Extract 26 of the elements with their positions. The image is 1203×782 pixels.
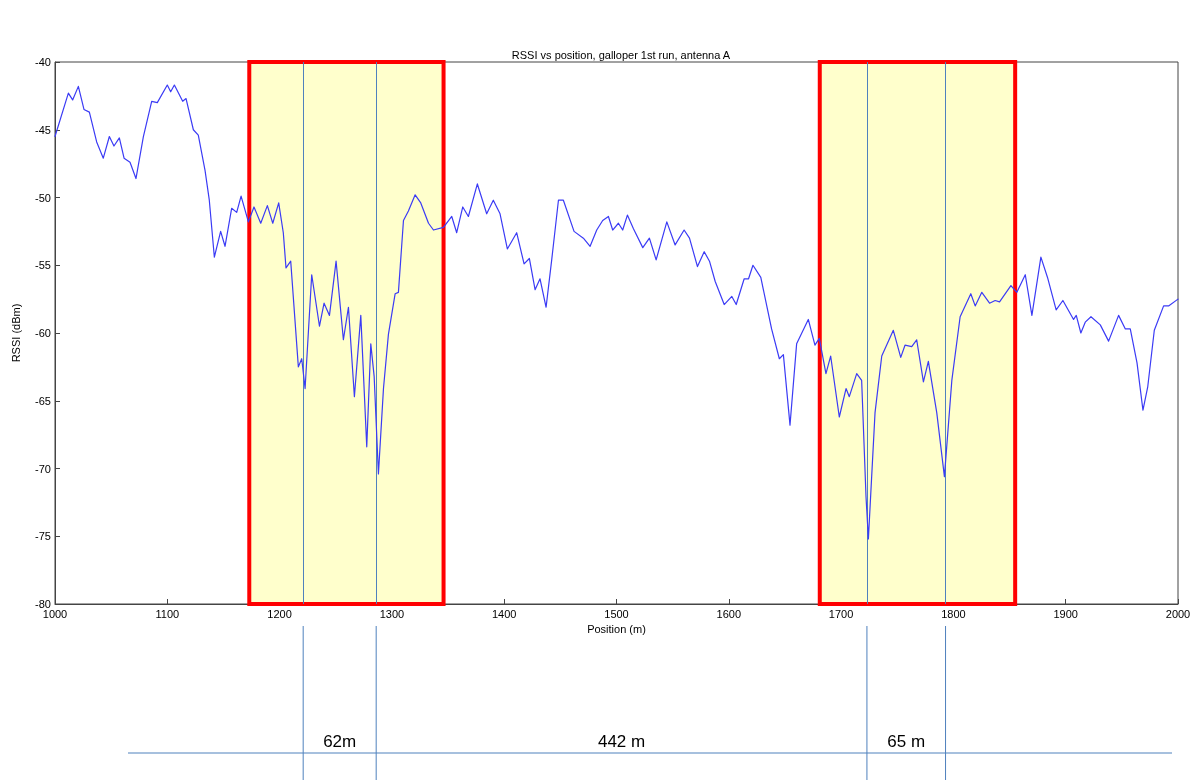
y-tick-label: -60 (35, 327, 51, 339)
text: 442 m (597, 732, 646, 751)
x-tick-label: 1400 (491, 607, 517, 620)
y-tick-label: -75 (35, 530, 51, 543)
y-axis-title: RSSI (dBm) (9, 303, 22, 363)
text: 62m (323, 732, 357, 751)
y-tick-label: -70 (35, 462, 51, 475)
x-tick-label: 1200 (267, 607, 292, 620)
x-tick-label: 1900 (1053, 607, 1078, 620)
x-tick-label: 1600 (716, 607, 742, 620)
y-tick-label: -50 (35, 191, 51, 204)
x-tick-label: 1300 (379, 607, 405, 620)
y-tick-label: -45 (35, 123, 51, 136)
x-tick-label: 1000 (42, 607, 68, 620)
x-tick-label: 1500 (604, 607, 629, 620)
chart-title: RSSI vs position, galloper 1st run, antenna A (511, 48, 731, 61)
y-tick-label: -40 (35, 56, 51, 68)
x-tick-label: 1700 (828, 607, 854, 620)
x-tick-label: 1800 (941, 607, 966, 620)
x-axis-title: Position (m) (587, 623, 646, 636)
y-tick-label: -65 (35, 394, 51, 407)
y-tick-label: -80 (35, 598, 51, 610)
y-tick-label: -55 (35, 259, 51, 272)
x-tick-label: 1100 (155, 607, 180, 620)
x-tick-label: 2000 (1165, 607, 1191, 620)
text: 65 m (887, 732, 926, 751)
